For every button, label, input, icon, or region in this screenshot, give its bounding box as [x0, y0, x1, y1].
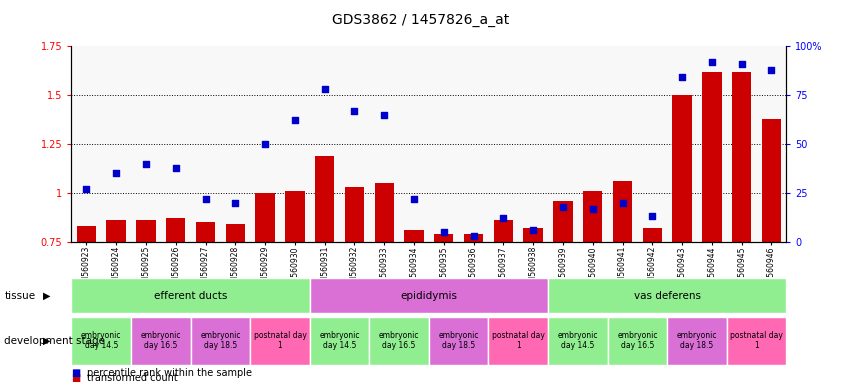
Text: tissue: tissue [4, 291, 35, 301]
Bar [71, 278, 309, 313]
Bar [494, 220, 513, 384]
Text: ▶: ▶ [43, 336, 50, 346]
Bar [71, 317, 131, 365]
Bar [553, 201, 573, 384]
Text: ■: ■ [71, 368, 81, 378]
Point [109, 170, 123, 177]
Bar [131, 317, 191, 365]
Bar [673, 95, 692, 384]
Text: percentile rank within the sample: percentile rank within the sample [87, 368, 251, 378]
Bar [727, 317, 786, 365]
Text: efferent ducts: efferent ducts [154, 291, 227, 301]
Bar [251, 317, 309, 365]
Text: embryonic
day 18.5: embryonic day 18.5 [677, 331, 717, 351]
Point [646, 214, 659, 220]
Point [347, 108, 361, 114]
Bar [136, 220, 156, 384]
Point [229, 200, 242, 206]
Point [764, 66, 778, 73]
Text: embryonic
day 16.5: embryonic day 16.5 [379, 331, 420, 351]
Bar [583, 191, 602, 384]
Bar [309, 278, 548, 313]
Text: transformed count: transformed count [87, 373, 177, 383]
Point [169, 164, 182, 170]
Bar [429, 317, 489, 365]
Text: vas deferens: vas deferens [633, 291, 701, 301]
Point [467, 233, 480, 239]
Text: ■: ■ [71, 373, 81, 383]
Point [556, 204, 569, 210]
Point [526, 227, 540, 233]
Text: ▶: ▶ [43, 291, 50, 301]
Point [318, 86, 331, 92]
Bar [405, 230, 424, 384]
Text: embryonic
day 14.5: embryonic day 14.5 [320, 331, 360, 351]
Bar [434, 234, 453, 384]
Bar [702, 71, 722, 384]
Bar [667, 317, 727, 365]
Text: development stage: development stage [4, 336, 105, 346]
Text: embryonic
day 18.5: embryonic day 18.5 [200, 331, 241, 351]
Point [258, 141, 272, 147]
Point [288, 118, 302, 124]
Bar [315, 156, 335, 384]
Bar [548, 278, 786, 313]
Bar [643, 228, 662, 384]
Text: postnatal day
1: postnatal day 1 [492, 331, 545, 351]
Bar [607, 317, 667, 365]
Point [705, 59, 718, 65]
Bar [191, 317, 251, 365]
Point [198, 196, 212, 202]
Point [407, 196, 420, 202]
Text: GDS3862 / 1457826_a_at: GDS3862 / 1457826_a_at [332, 13, 509, 27]
Bar [345, 187, 364, 384]
Bar [196, 222, 215, 384]
Text: embryonic
day 16.5: embryonic day 16.5 [140, 331, 181, 351]
Bar [762, 119, 781, 384]
Point [586, 205, 600, 212]
Point [616, 200, 629, 206]
Point [497, 215, 510, 222]
Bar [166, 218, 185, 384]
Point [80, 186, 93, 192]
Text: postnatal day
1: postnatal day 1 [253, 331, 306, 351]
Point [735, 61, 748, 67]
Bar [613, 181, 632, 384]
Text: embryonic
day 18.5: embryonic day 18.5 [438, 331, 479, 351]
Bar [732, 71, 751, 384]
Point [378, 112, 391, 118]
Bar [77, 226, 96, 384]
Bar [374, 183, 394, 384]
Bar [107, 220, 126, 384]
Point [140, 161, 153, 167]
Point [437, 229, 451, 235]
Text: embryonic
day 16.5: embryonic day 16.5 [617, 331, 658, 351]
Bar [285, 191, 304, 384]
Bar [464, 234, 484, 384]
Text: postnatal day
1: postnatal day 1 [730, 331, 783, 351]
Bar [489, 317, 548, 365]
Bar [369, 317, 429, 365]
Bar [225, 224, 245, 384]
Text: embryonic
day 14.5: embryonic day 14.5 [81, 331, 121, 351]
Bar [309, 317, 369, 365]
Point [675, 74, 689, 81]
Text: epididymis: epididymis [400, 291, 458, 301]
Bar [548, 317, 607, 365]
Bar [256, 193, 275, 384]
Text: embryonic
day 14.5: embryonic day 14.5 [558, 331, 598, 351]
Bar [523, 228, 542, 384]
